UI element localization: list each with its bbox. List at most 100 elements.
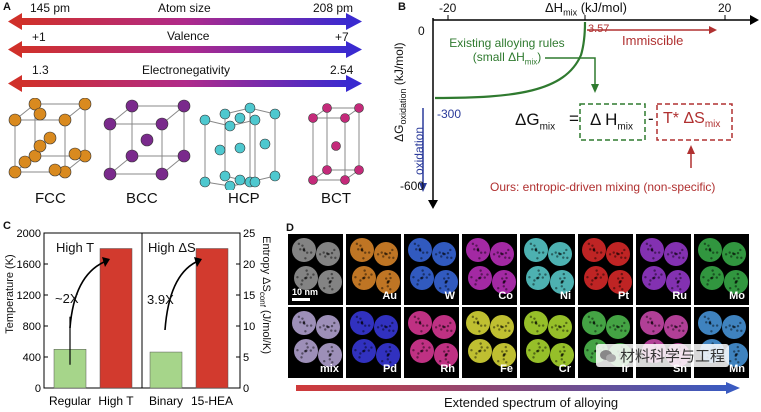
particle xyxy=(548,315,572,339)
particle xyxy=(468,339,492,363)
element-label: Rh xyxy=(440,363,455,375)
element-label: mix xyxy=(320,363,339,375)
particle xyxy=(722,242,746,266)
annot-2x: ~2X xyxy=(55,291,79,306)
ours-label: Ours: entropic-driven mixing (non-specif… xyxy=(490,180,716,194)
fcc-atom xyxy=(33,139,47,153)
category-label: Binary xyxy=(149,394,183,408)
x-tick-neg20: -20 xyxy=(439,1,457,15)
hcp-atom xyxy=(259,138,271,150)
y-tick-neg300: -300 xyxy=(437,107,462,121)
spectrum-arrow xyxy=(296,382,740,394)
panel-a: A 145 pm Atom size 208 pm +1 Valen xyxy=(0,0,380,210)
atom-size-title: Atom size xyxy=(158,1,211,15)
particle xyxy=(724,343,748,367)
element-label: Mn xyxy=(729,363,745,375)
lattice-structures xyxy=(8,98,364,190)
electronegativity-right: 2.54 xyxy=(330,63,354,77)
fcc-atom xyxy=(33,107,47,121)
particle xyxy=(524,238,548,262)
hcp-atom xyxy=(219,108,231,120)
particle xyxy=(582,311,606,335)
fcc-atom xyxy=(48,163,62,177)
element-label: Mo xyxy=(729,290,745,302)
valence-title: Valence xyxy=(167,29,210,43)
particle xyxy=(608,270,632,294)
particle xyxy=(466,311,490,335)
particle xyxy=(550,270,574,294)
eds-map-sn: Sn xyxy=(636,307,691,378)
bcc-atom xyxy=(103,117,117,131)
particle xyxy=(408,311,432,335)
lattice-label-bcc: BCC xyxy=(126,190,158,207)
eds-map-pd: Pd xyxy=(346,307,401,378)
fcc-atom xyxy=(28,149,42,163)
particle xyxy=(374,315,398,339)
particle xyxy=(350,238,374,262)
hcp-atom xyxy=(219,170,231,182)
x-axis-arrowhead xyxy=(750,15,759,25)
eds-map-ru: Ru xyxy=(636,234,691,305)
bcc-atom xyxy=(155,117,169,131)
annot-3-9x: 3.9X xyxy=(147,292,174,307)
hcp-atom xyxy=(249,114,261,126)
eds-map-rh: Rh xyxy=(404,307,459,378)
particle xyxy=(466,238,490,262)
electronegativity-title: Electronegativity xyxy=(142,63,231,77)
hcp-atom xyxy=(234,112,246,124)
particle xyxy=(664,315,688,339)
bct-atom xyxy=(322,165,332,175)
fcc-atom xyxy=(43,131,57,145)
atom-size-left: 145 pm xyxy=(30,1,71,15)
bar-high-t xyxy=(99,248,133,389)
right-tick-label: 10 xyxy=(243,321,255,333)
panel-a-label: A xyxy=(3,1,11,13)
hcp-atom xyxy=(214,144,226,156)
bct-atom xyxy=(331,141,341,151)
electronegativity-arrow xyxy=(8,75,362,92)
existing-rules-arrow xyxy=(545,57,596,86)
hcp-atom xyxy=(244,102,256,114)
left-tick-label: 1600 xyxy=(17,259,41,271)
lattice-label-hcp: HCP xyxy=(228,190,260,207)
category-label: Regular xyxy=(49,394,91,408)
particle xyxy=(410,339,434,363)
eds-map-w: W xyxy=(404,234,459,305)
bcc-atom xyxy=(125,149,139,163)
element-label: Ni xyxy=(560,290,571,302)
fcc-atom xyxy=(8,113,22,127)
particle xyxy=(722,315,746,339)
fcc-atom xyxy=(78,98,92,111)
annot-high-s: High ΔS xyxy=(148,240,196,255)
x-axis-label: ΔHmix (kJ/mol) xyxy=(545,0,627,18)
increase-arrow xyxy=(164,261,197,331)
panel-b-plot xyxy=(419,15,759,209)
left-tick-label: 800 xyxy=(23,321,41,333)
eds-map-mo: Mo xyxy=(694,234,749,305)
immiscible-label: Immiscible xyxy=(622,33,684,48)
atom-size-arrow xyxy=(8,13,362,30)
particle xyxy=(642,266,666,290)
annot-high-t: High T xyxy=(56,240,95,255)
particle xyxy=(318,343,342,367)
particle xyxy=(294,339,318,363)
bcc-atom xyxy=(140,133,154,147)
bct-lattice xyxy=(308,103,364,185)
delta-h-box xyxy=(579,103,646,141)
valence-arrow xyxy=(8,41,362,58)
y-tick-0: 0 xyxy=(418,24,425,38)
particle xyxy=(490,242,514,266)
particle xyxy=(524,311,548,335)
particle xyxy=(550,343,574,367)
element-label: Pd xyxy=(382,363,397,375)
watermark: 材料科学与工程 xyxy=(596,344,730,367)
valence-right: +7 xyxy=(335,30,349,44)
lattice-label-bct: BCT xyxy=(321,190,351,207)
bct-atom xyxy=(354,103,364,113)
eq-t-delta-s: T* ΔSmix xyxy=(663,110,721,131)
particle xyxy=(492,343,516,367)
particle xyxy=(292,311,316,335)
particle xyxy=(350,311,374,335)
eds-map-co: Co xyxy=(462,234,517,305)
particle xyxy=(640,238,664,262)
